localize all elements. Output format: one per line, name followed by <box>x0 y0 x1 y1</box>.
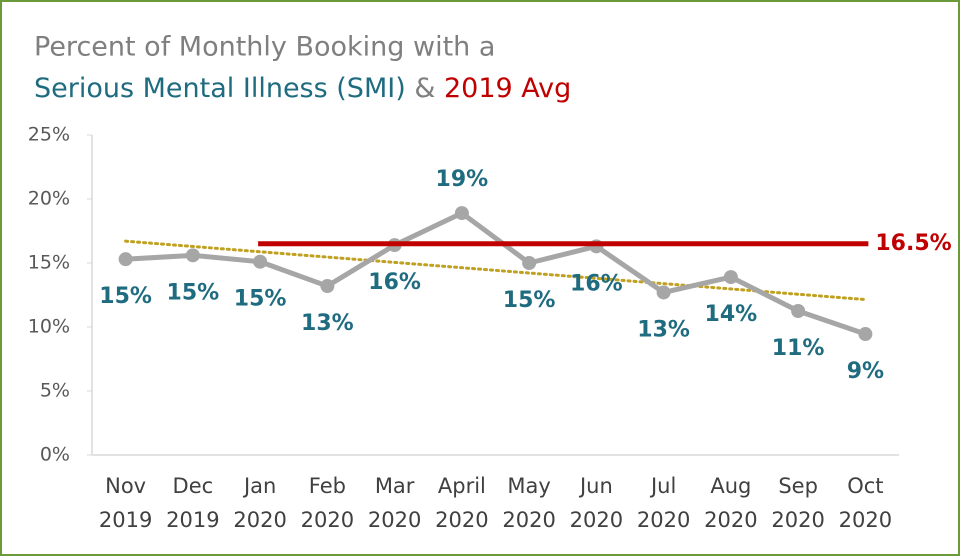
x-tick-label: Aug 2020 <box>704 474 757 532</box>
x-tick-year: 2020 <box>771 508 824 532</box>
x-tick-label: May 2020 <box>502 474 555 532</box>
chart-subtitle: Serious Mental Illness (SMI) & 2019 Avg <box>34 73 571 104</box>
x-tick-label: Jul 2020 <box>637 474 690 532</box>
data-point <box>791 304 806 318</box>
data-point <box>858 327 873 342</box>
series-line <box>125 210 867 337</box>
x-tick-label: Dec 2019 <box>166 474 219 532</box>
data-point <box>253 254 268 269</box>
chart-title: Percent of Monthly Booking with a <box>34 32 495 63</box>
x-tick-month: Jun <box>578 474 613 498</box>
y-tick-label: 5% <box>40 380 70 402</box>
data-label: 11% <box>772 336 825 361</box>
data-label: 15% <box>503 288 556 313</box>
data-label: 15% <box>99 284 152 309</box>
x-tick-year: 2020 <box>502 508 555 532</box>
y-tick-label: 20% <box>28 188 70 210</box>
data-point <box>320 279 335 294</box>
y-tick-label: 10% <box>28 316 70 338</box>
x-tick-label: Mar 2020 <box>368 474 421 532</box>
data-point <box>185 248 200 263</box>
data-label: 14% <box>705 302 758 327</box>
x-tick-month: Dec <box>173 474 214 498</box>
y-tick-label: 0% <box>40 444 70 466</box>
trendline <box>124 239 867 302</box>
data-label: 9% <box>847 359 884 384</box>
x-tick-label: Feb 2020 <box>301 474 354 532</box>
x-tick-label: Nov 2019 <box>99 474 152 532</box>
x-tick-year: 2020 <box>839 508 892 532</box>
average-label: 16.5% <box>875 231 951 256</box>
data-label: 13% <box>637 317 690 342</box>
x-tick-year: 2020 <box>637 508 690 532</box>
x-tick-month: Aug <box>710 474 751 498</box>
data-label: 15% <box>234 287 287 312</box>
data-label: 16% <box>368 270 421 295</box>
x-tick-year: 2020 <box>233 508 286 532</box>
x-tick-year: 2020 <box>704 508 757 532</box>
data-label: 19% <box>436 167 489 192</box>
x-tick-label: Sep 2020 <box>771 474 824 532</box>
x-tick-label: Jun 2020 <box>570 474 623 532</box>
x-tick-month: Oct <box>847 474 883 498</box>
data-label: 15% <box>167 280 220 305</box>
x-tick-year: 2019 <box>166 508 219 532</box>
x-tick-year: 2020 <box>570 508 623 532</box>
title-part: 2019 Avg <box>444 73 571 104</box>
x-tick-month: May <box>507 474 550 498</box>
data-point <box>522 256 537 270</box>
data-point <box>723 270 738 285</box>
data-point <box>656 285 671 300</box>
title-part: & <box>414 73 435 104</box>
x-tick-month: Sep <box>778 474 818 498</box>
x-tick-label: Jan 2020 <box>233 474 286 532</box>
x-tick-year: 2019 <box>99 508 152 532</box>
data-label: 16% <box>570 271 623 296</box>
x-tick-month: Nov <box>105 474 146 498</box>
x-tick-year: 2020 <box>301 508 354 532</box>
x-tick-year: 2020 <box>368 508 421 532</box>
y-tick-label: 15% <box>28 252 70 274</box>
x-tick-label: Oct 2020 <box>839 474 892 532</box>
x-tick-month: Jan <box>242 474 276 498</box>
title-part: Serious Mental Illness (SMI) <box>34 73 406 104</box>
x-tick-year: 2020 <box>435 508 488 532</box>
x-tick-month: April <box>438 474 486 498</box>
x-tick-month: Mar <box>375 474 415 498</box>
x-tick-label: April 2020 <box>435 474 488 532</box>
data-point <box>118 252 133 267</box>
data-label: 13% <box>301 311 354 336</box>
x-tick-month: Jul <box>649 474 676 498</box>
x-tick-month: Feb <box>309 474 346 498</box>
data-point <box>454 206 469 221</box>
y-tick-label: 25% <box>28 124 70 146</box>
